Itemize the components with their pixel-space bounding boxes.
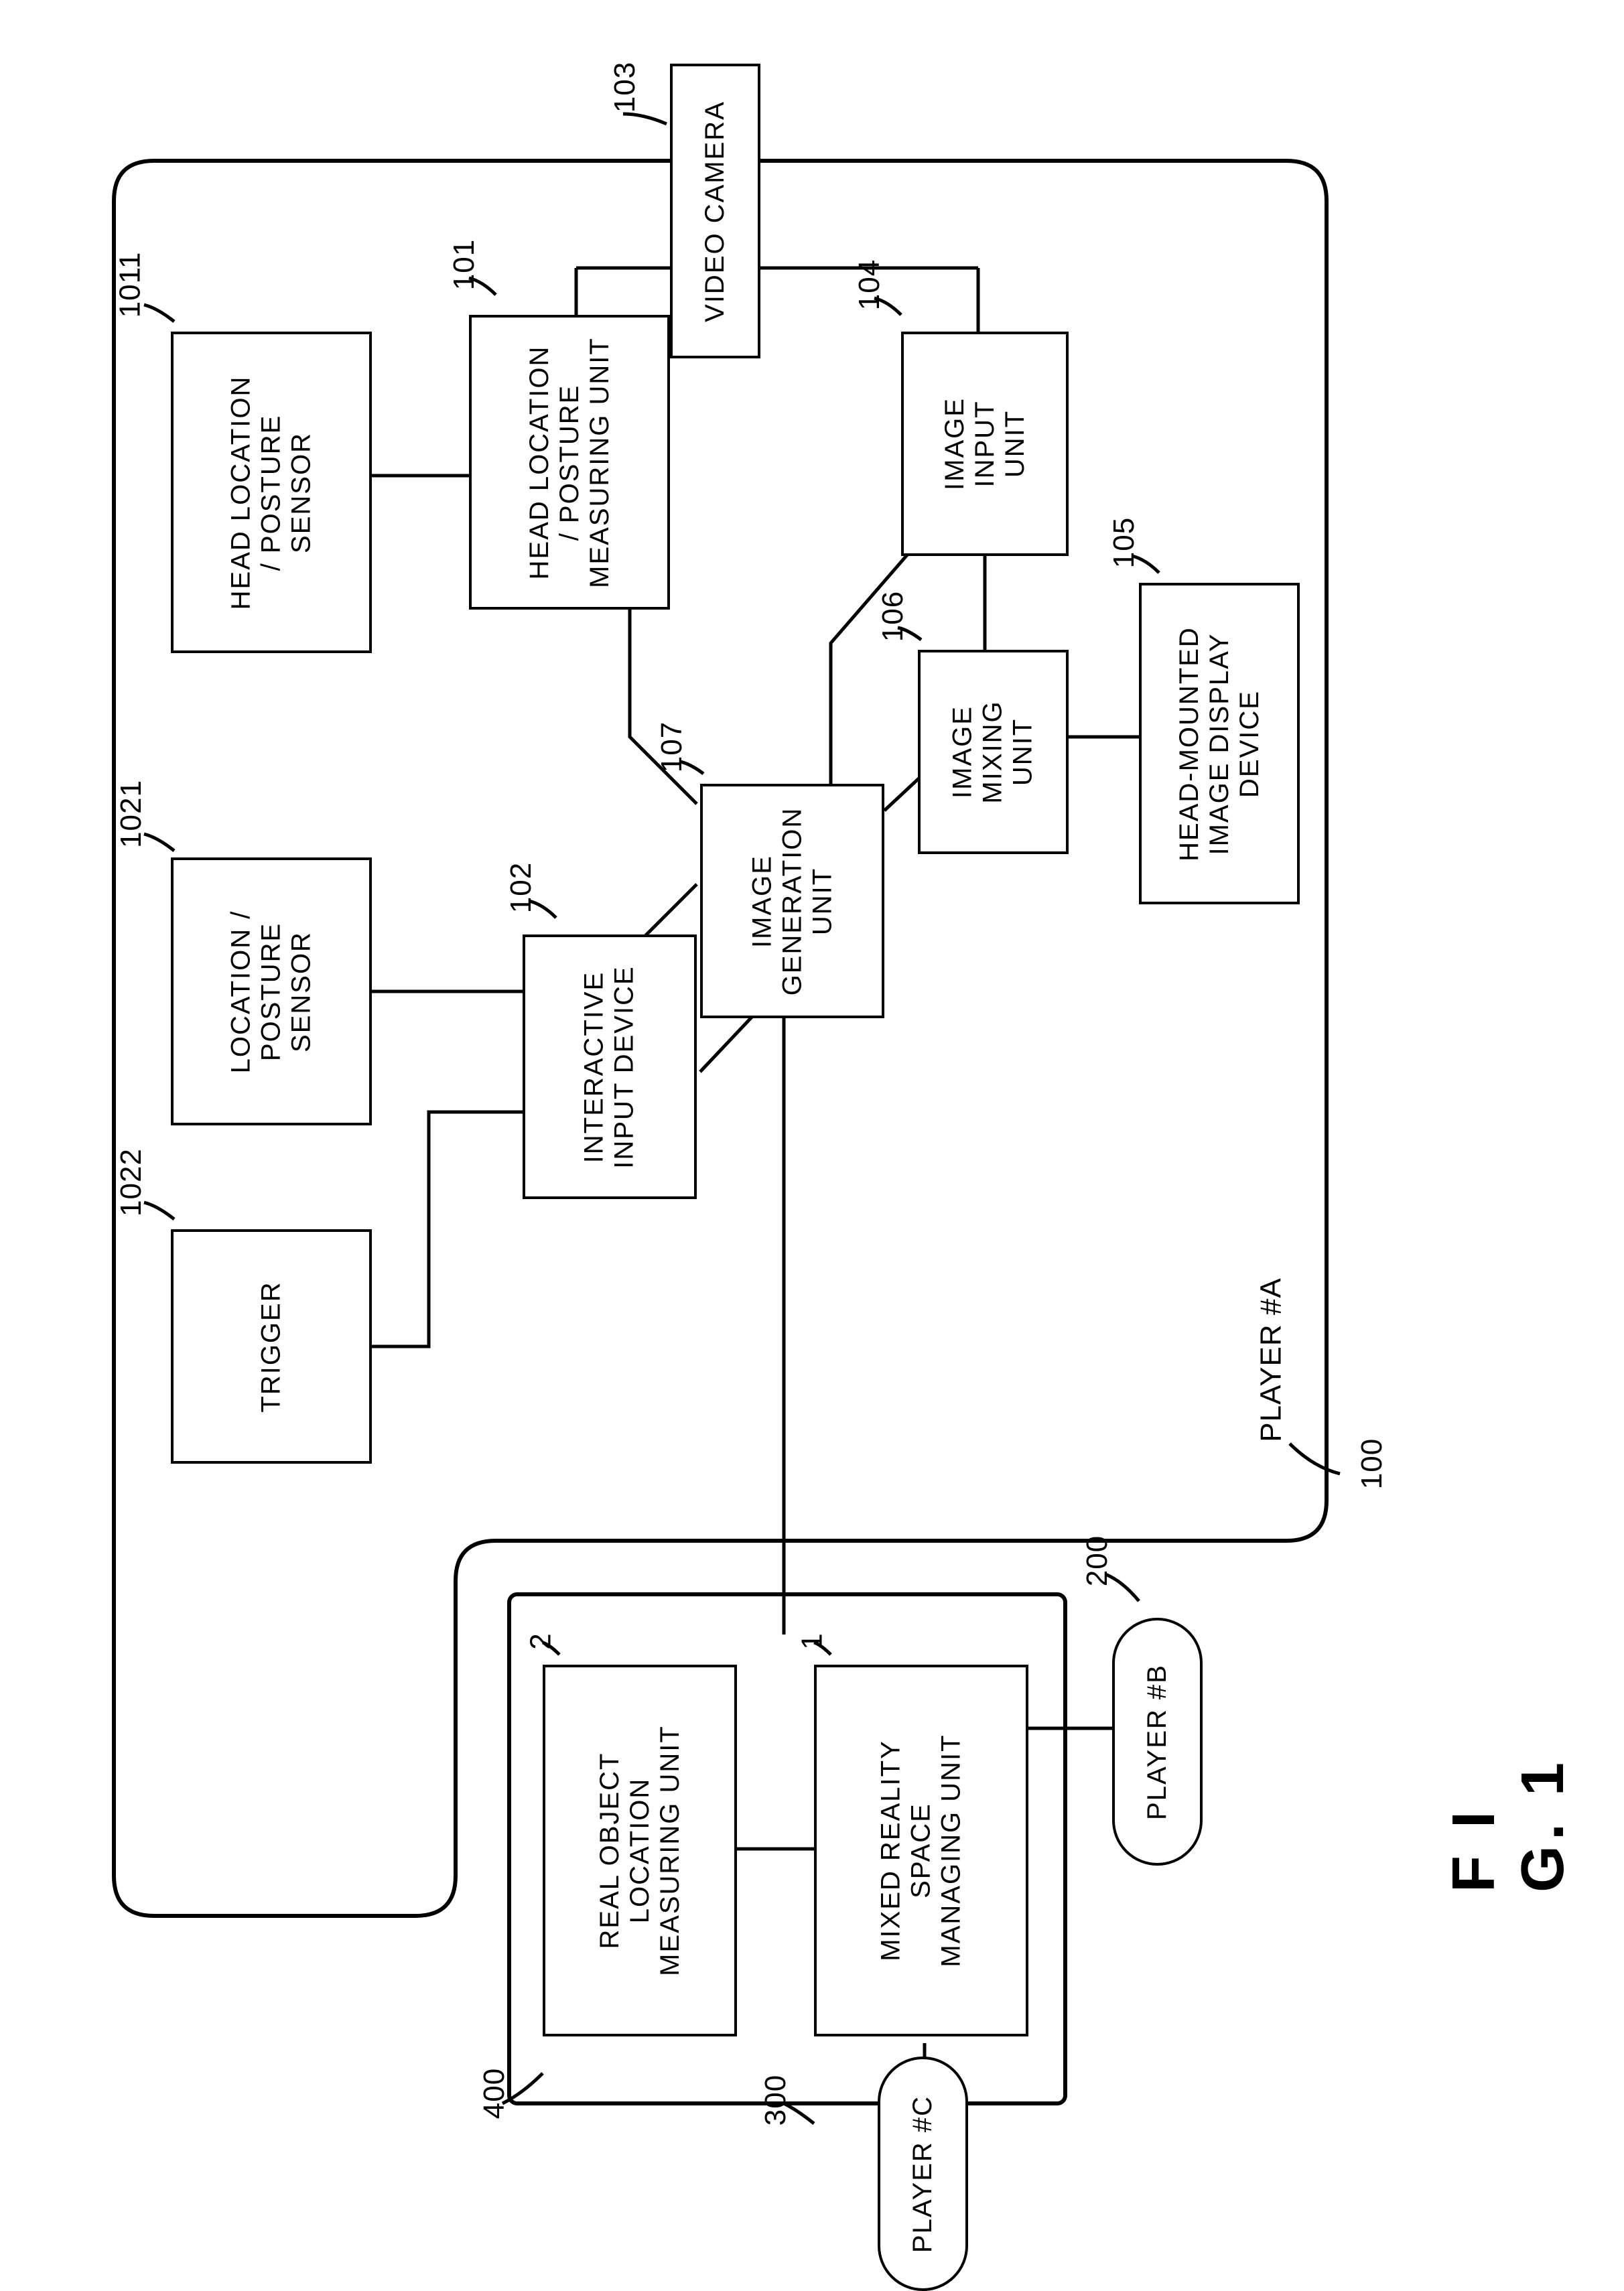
interactive-id: 102 [496,871,547,904]
interactive-block: INTERACTIVE INPUT DEVICE [523,934,697,1199]
mr-mgr-block: MIXED REALITY SPACE MANAGING UNIT [814,1665,1028,2036]
head-meas-block: HEAD LOCATION / POSTURE MEASURING UNIT [469,315,670,610]
img-gen-block: IMAGE GENERATION UNIT [700,784,884,1018]
img-mix-block: IMAGE MIXING UNIT [918,650,1069,854]
video-camera-label: VIDEO CAMERA [700,100,730,322]
player-b-id: 200 [1072,1544,1123,1578]
trigger-id: 1022 [97,1166,165,1199]
img-input-label: IMAGE INPUT UNIT [940,397,1030,490]
pill-c-300-label: 300 [750,2083,801,2117]
real-obj-block: REAL OBJECT LOCATION MEASURING UNIT [543,1665,737,2036]
hmd-id: 105 [1099,526,1150,559]
real-obj-label: REAL OBJECT LOCATION MEASURING UNIT [595,1725,685,1976]
player-a-text: PLAYER #A [1189,1343,1353,1377]
loc-sensor-label: LOCATION / POSTURE SENSOR [226,910,316,1073]
outer-100-label: 100 [1347,1447,1398,1480]
img-input-block: IMAGE INPUT UNIT [901,332,1069,556]
player-c-pill: PLAYER #C [878,2057,968,2291]
interactive-label: INTERACTIVE INPUT DEVICE [580,965,640,1168]
real-obj-id: 2 [533,1624,549,1658]
outer-400-label: 400 [469,2077,520,2110]
img-gen-label: IMAGE GENERATION UNIT [747,807,837,995]
player-b-label: PLAYER #B [1142,1664,1172,1820]
figure-label: F I G. 1 [1420,1735,1597,1873]
trigger-block: TRIGGER [171,1229,372,1464]
head-sensor-block: HEAD LOCATION / POSTURE SENSOR [171,332,372,653]
head-sensor-label: HEAD LOCATION / POSTURE SENSOR [226,375,317,610]
mr-mgr-id: 1 [804,1624,821,1658]
img-gen-id: 107 [647,730,697,764]
diagram-canvas: VIDEO CAMERA 103 HEAD LOCATION / POSTURE… [27,27,1597,2164]
player-b-pill: PLAYER #B [1112,1618,1203,1866]
mr-mgr-label: MIXED REALITY SPACE MANAGING UNIT [876,1734,967,1967]
head-meas-id: 101 [439,248,490,281]
hmd-label: HEAD-MOUNTED IMAGE DISPLAY DEVICE [1174,626,1265,861]
head-sensor-id: 1011 [97,268,163,301]
video-camera-block: VIDEO CAMERA [670,64,760,358]
img-input-id: 104 [844,268,895,301]
video-camera-id: 103 [600,70,651,104]
img-mix-label: IMAGE MIXING UNIT [948,700,1038,803]
hmd-block: HEAD-MOUNTED IMAGE DISPLAY DEVICE [1139,583,1300,904]
player-c-label: PLAYER #C [908,2095,938,2252]
img-mix-id: 106 [868,600,919,633]
loc-sensor-block: LOCATION / POSTURE SENSOR [171,857,372,1125]
loc-sensor-id: 1021 [97,797,165,831]
head-meas-label: HEAD LOCATION / POSTURE MEASURING UNIT [525,337,615,588]
trigger-label: TRIGGER [256,1281,286,1412]
